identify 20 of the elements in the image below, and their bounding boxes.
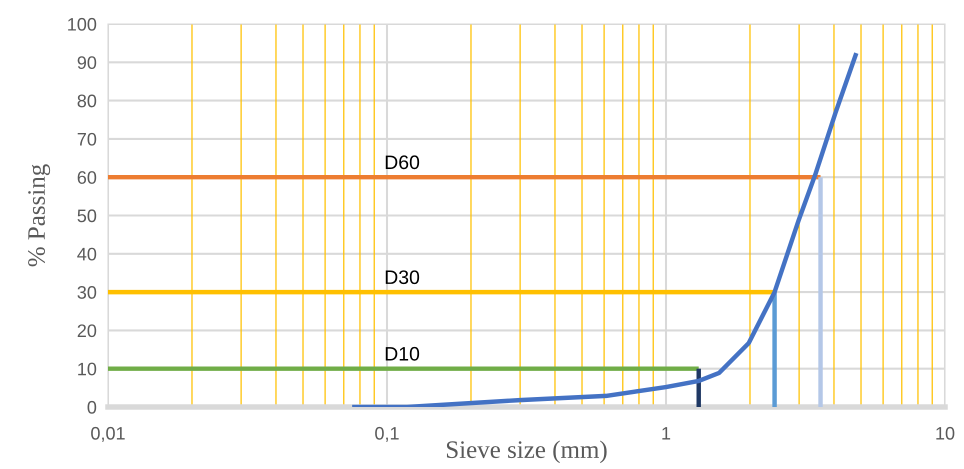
y-tick-label: 0 bbox=[88, 400, 96, 414]
annotation: D60 bbox=[386, 155, 420, 170]
y-tick-label: 40 bbox=[77, 248, 96, 261]
x-tick-label: 0,01 bbox=[91, 426, 125, 442]
y-tick-label: 20 bbox=[78, 324, 96, 338]
y-tick-label: 100 bbox=[68, 18, 96, 31]
x-tick-label: 10 bbox=[936, 426, 954, 440]
y-axis-title: % Passing bbox=[28, 164, 50, 266]
y-tick-label: 60 bbox=[78, 171, 96, 184]
x-tick-label: 1 bbox=[662, 427, 670, 440]
y-tick-label: 50 bbox=[78, 209, 96, 222]
y-tick-label: 90 bbox=[78, 56, 96, 70]
annotation: D30 bbox=[386, 270, 420, 284]
annotation: D10 bbox=[386, 346, 420, 361]
y-tick-label: 70 bbox=[78, 132, 96, 146]
y-tick-label: 80 bbox=[78, 94, 96, 108]
y-tick-label: 30 bbox=[77, 286, 96, 299]
x-tick-label: 0,1 bbox=[375, 426, 399, 442]
y-tick-label: 10 bbox=[78, 362, 96, 376]
x-axis-title: Sieve size (mm) bbox=[446, 440, 607, 464]
